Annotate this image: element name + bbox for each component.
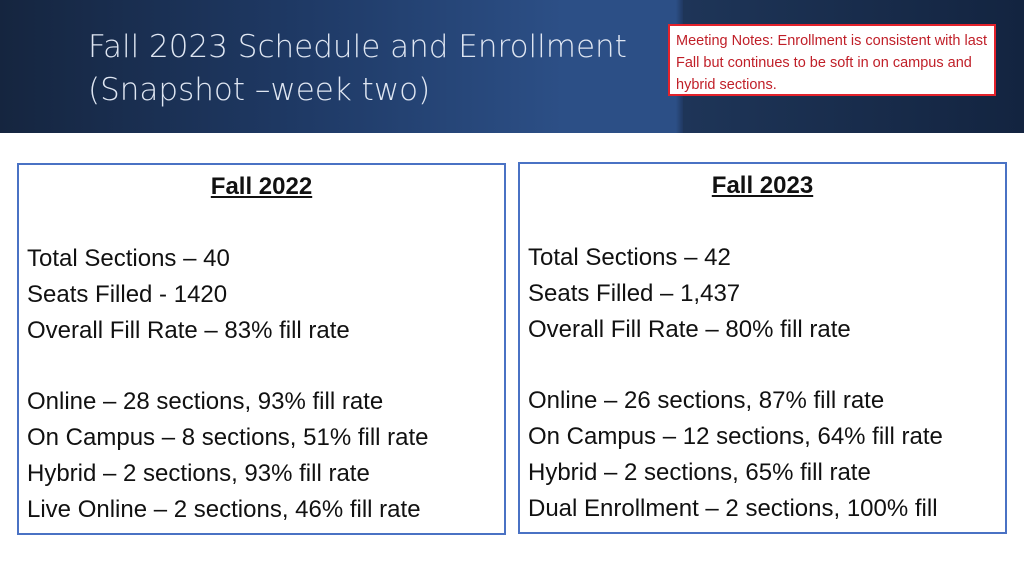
fall-2023-overall-fill: Overall Fill Rate – 80% fill rate bbox=[528, 316, 851, 343]
fall-2022-online: Online – 28 sections, 93% fill rate bbox=[27, 388, 384, 415]
fall-2022-live-online: Live Online – 2 sections, 46% fill rate bbox=[27, 496, 421, 523]
fall-2022-seats-filled: Seats Filled - 1420 bbox=[27, 281, 228, 308]
title-banner: Fall 2023 Schedule and Enrollment (Snaps… bbox=[0, 0, 1024, 133]
slide-title-line1: Fall 2023 Schedule and Enrollment bbox=[88, 29, 627, 65]
fall-2022-total-sections: Total Sections – 40 bbox=[27, 245, 230, 272]
fall-2023-panel: Fall 2023 Total Sections – 42 Seats Fill… bbox=[518, 162, 1007, 534]
fall-2023-hybrid: Hybrid – 2 sections, 65% fill rate bbox=[528, 459, 871, 486]
fall-2023-on-campus: On Campus – 12 sections, 64% fill rate bbox=[528, 423, 943, 450]
fall-2022-on-campus: On Campus – 8 sections, 51% fill rate bbox=[27, 424, 429, 451]
fall-2023-heading: Fall 2023 bbox=[711, 172, 814, 199]
fall-2023-dual-enrollment: Dual Enrollment – 2 sections, 100% fill bbox=[528, 495, 938, 522]
fall-2023-seats-filled: Seats Filled – 1,437 bbox=[528, 280, 741, 307]
meeting-notes-callout: Meeting Notes: Enrollment is consistent … bbox=[668, 24, 996, 96]
slide-title: Fall 2023 Schedule and Enrollment (Snaps… bbox=[88, 26, 658, 112]
fall-2022-overall-fill: Overall Fill Rate – 83% fill rate bbox=[27, 317, 350, 344]
fall-2022-hybrid: Hybrid – 2 sections, 93% fill rate bbox=[27, 460, 370, 487]
fall-2022-heading: Fall 2022 bbox=[210, 173, 313, 200]
fall-2022-panel: Fall 2022 Total Sections – 40 Seats Fill… bbox=[17, 163, 506, 535]
slide-title-line2: (Snapshot –week two) bbox=[88, 72, 431, 108]
fall-2023-online: Online – 26 sections, 87% fill rate bbox=[528, 387, 885, 414]
fall-2023-total-sections: Total Sections – 42 bbox=[528, 244, 731, 271]
